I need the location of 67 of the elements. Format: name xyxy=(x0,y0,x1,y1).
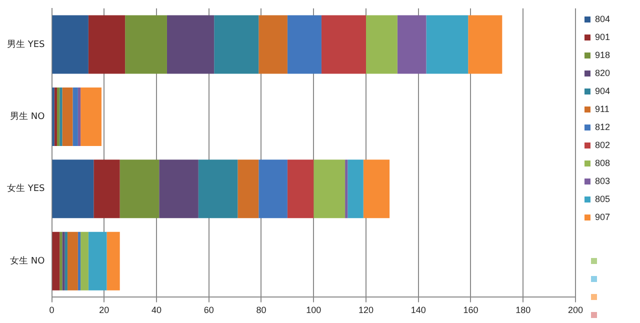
bar xyxy=(363,160,390,218)
legend-label: 804 xyxy=(594,14,610,24)
bar xyxy=(60,232,62,290)
y-tick-label: 男生 NO xyxy=(10,111,45,122)
bar xyxy=(166,15,214,74)
bar xyxy=(125,15,167,74)
x-tick-label: 140 xyxy=(410,305,426,316)
bar xyxy=(287,160,314,218)
bar xyxy=(287,15,322,74)
y-tick-label: 女生 YES xyxy=(6,183,46,194)
legend-label: 803 xyxy=(594,176,610,186)
x-tick-label: 120 xyxy=(358,305,374,316)
x-tick-label: 40 xyxy=(151,305,162,316)
bar xyxy=(80,87,102,146)
x-tick-label: 80 xyxy=(256,305,266,316)
bar xyxy=(78,87,81,146)
bar xyxy=(52,232,60,290)
bar xyxy=(198,160,238,218)
bar xyxy=(348,160,364,218)
bar xyxy=(106,232,120,290)
bar xyxy=(321,15,366,74)
legend-label: 802 xyxy=(594,140,610,150)
bar xyxy=(80,232,88,290)
bar xyxy=(94,160,120,218)
bar xyxy=(72,87,78,146)
bar xyxy=(314,160,346,218)
bar xyxy=(60,87,62,146)
x-tick-label: 180 xyxy=(516,305,531,316)
legend-label: 918 xyxy=(594,50,610,60)
x-tick-label: 0 xyxy=(49,305,54,316)
bar xyxy=(88,15,126,74)
legend-label: 820 xyxy=(594,68,610,78)
x-tick-label: 60 xyxy=(204,305,214,316)
bar xyxy=(54,87,57,146)
bar xyxy=(214,15,259,74)
bar xyxy=(345,160,348,218)
legend-label: 904 xyxy=(594,86,610,96)
x-tick-label: 20 xyxy=(99,305,110,316)
bar xyxy=(258,160,288,218)
legend-label: 808 xyxy=(594,158,610,168)
bar xyxy=(397,15,426,74)
bar xyxy=(64,232,68,290)
bar xyxy=(56,87,60,146)
bar xyxy=(52,15,88,74)
legend-label: 812 xyxy=(594,122,610,132)
x-tick-label: 200 xyxy=(568,305,583,316)
legend-label: 911 xyxy=(594,104,610,114)
y-tick-label: 女生 NO xyxy=(10,255,45,266)
bar xyxy=(62,232,65,290)
x-tick-label: 100 xyxy=(306,305,322,316)
bar xyxy=(366,15,398,74)
bar xyxy=(67,232,78,290)
bar xyxy=(62,87,73,146)
legend-label: 901 xyxy=(594,32,610,42)
bar xyxy=(258,15,288,74)
bar xyxy=(159,160,198,218)
bar xyxy=(120,160,160,218)
y-tick-label: 男生 YES xyxy=(6,38,46,50)
legend-label: 805 xyxy=(594,194,610,204)
bar xyxy=(88,232,107,290)
bar xyxy=(426,15,468,74)
bar xyxy=(52,160,94,218)
bar xyxy=(238,160,259,218)
legend-label: 907 xyxy=(594,212,610,222)
bar xyxy=(78,232,81,290)
bar xyxy=(468,15,502,74)
x-tick-label: 160 xyxy=(463,305,478,316)
